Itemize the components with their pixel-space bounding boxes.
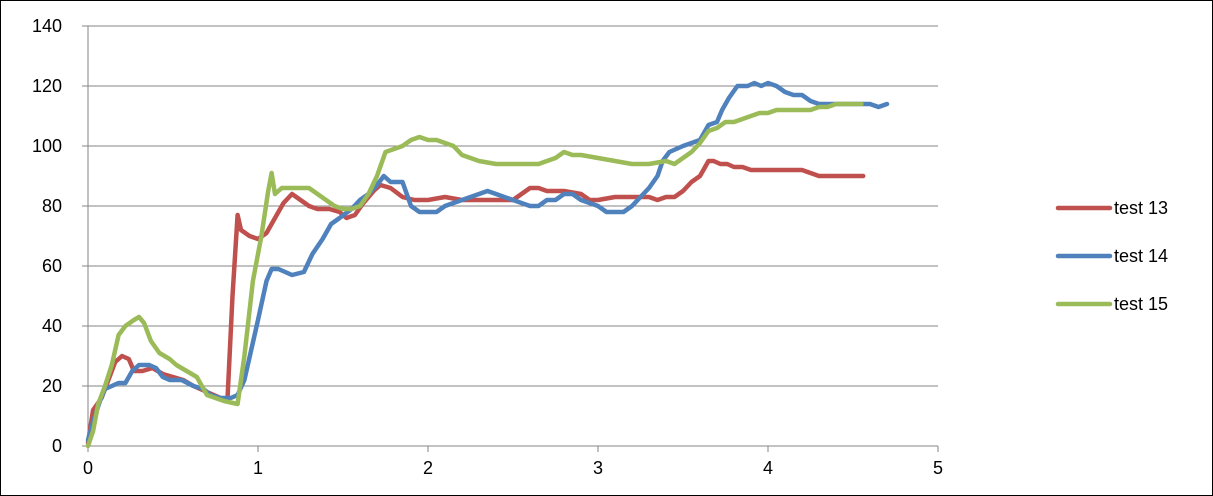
series-layer: [85, 80, 890, 449]
x-tick-label: 1: [253, 458, 263, 478]
legend-label: test 13: [1114, 198, 1168, 218]
y-tick-label: 0: [52, 436, 62, 456]
y-tick-label: 80: [42, 196, 62, 216]
x-tick-label: 3: [593, 458, 603, 478]
y-tick-label: 120: [32, 76, 62, 96]
series-line-test-15: [85, 101, 864, 449]
y-tick-label: 100: [32, 136, 62, 156]
x-tick-label: 2: [423, 458, 433, 478]
legend-label: test 15: [1114, 294, 1168, 314]
y-tick-label: 60: [42, 256, 62, 276]
axis-layer: 0 20 40 60 80 100 120 140 0 1 2 3 4 5: [32, 16, 943, 478]
x-tick-label: 0: [83, 458, 93, 478]
series-line-test-14: [85, 80, 890, 443]
x-tick-label: 4: [763, 458, 773, 478]
legend: test 13 test 14 test 15: [1055, 198, 1168, 314]
y-tick-label: 140: [32, 16, 62, 36]
y-tick-label: 20: [42, 376, 62, 396]
y-tick-label: 40: [42, 316, 62, 336]
x-tick-label: 5: [933, 458, 943, 478]
legend-label: test 14: [1114, 246, 1168, 266]
